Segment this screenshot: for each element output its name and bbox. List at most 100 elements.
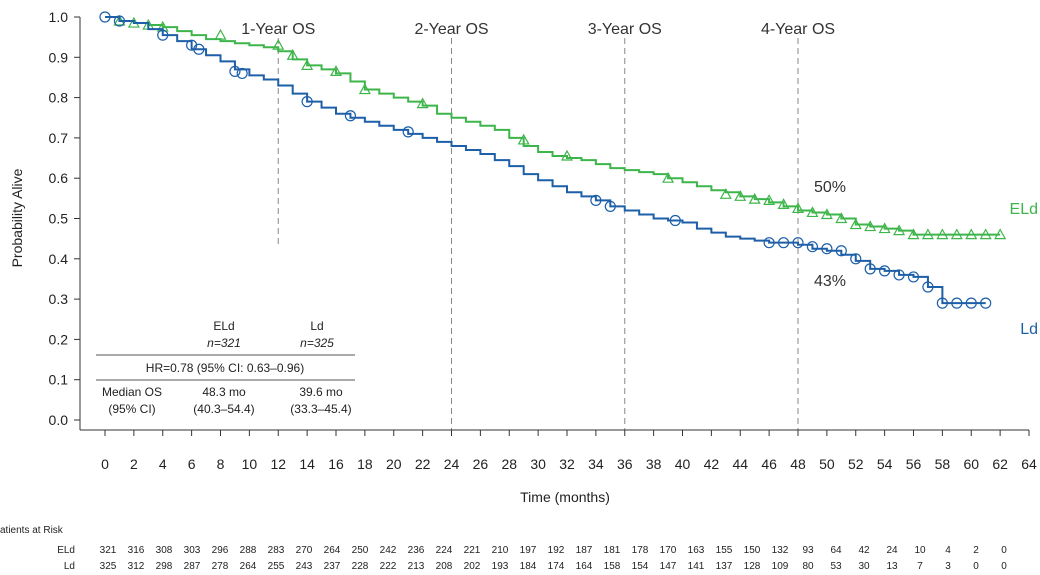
y-tick-label: 0.0 <box>49 412 69 428</box>
x-tick-label: 30 <box>530 456 546 472</box>
censor-mark-ld <box>980 297 992 309</box>
at-risk-count: 236 <box>408 545 425 556</box>
series-label-ld: Ld <box>1020 321 1038 338</box>
at-risk-count: 174 <box>548 561 565 572</box>
censor-mark-eld <box>777 198 790 209</box>
censor-mark-eld <box>734 190 747 201</box>
x-tick-label: 38 <box>646 456 662 472</box>
at-risk-count: 170 <box>660 545 677 556</box>
at-risk-count: 187 <box>576 545 593 556</box>
censor-mark-ld <box>402 126 414 138</box>
at-risk-count: 243 <box>296 561 313 572</box>
stats-row-label-1: Median OS <box>102 385 162 399</box>
stats-hr: HR=0.78 (95% CI: 0.63–0.96) <box>146 361 304 375</box>
y-axis-title: Probability Alive <box>9 168 25 267</box>
at-risk-title: atients at Risk <box>0 525 64 536</box>
x-tick-label: 60 <box>963 456 979 472</box>
y-tick-label: 0.4 <box>49 251 69 267</box>
censor-mark-eld <box>560 149 574 161</box>
censor-mark-eld <box>820 208 833 220</box>
at-risk-table: atients at Risk ELd 321 316 308 303 296 288 283… <box>0 525 1007 572</box>
at-risk-count: 3 <box>945 561 951 572</box>
censor-mark-eld <box>849 218 862 230</box>
at-risk-count: 93 <box>802 545 814 556</box>
at-risk-count: 53 <box>830 561 842 572</box>
at-risk-count: 2 <box>973 545 979 556</box>
censor-mark-ld <box>229 65 241 78</box>
percent-annotation: 50% <box>814 179 846 196</box>
x-tick-label: 34 <box>588 456 604 472</box>
censor-mark-ld <box>806 241 819 253</box>
censor-mark-ld <box>951 297 963 309</box>
censor-mark-ld <box>936 297 948 309</box>
at-risk-count: 287 <box>184 561 201 572</box>
at-risk-count: 30 <box>858 561 870 572</box>
stats-col2-n: n=325 <box>300 336 334 350</box>
at-risk-count: 137 <box>716 561 733 572</box>
x-tick-label: 50 <box>819 456 835 472</box>
y-tick-label: 0.2 <box>49 331 69 347</box>
at-risk-count: 228 <box>352 561 369 572</box>
at-risk-count: 303 <box>184 545 201 556</box>
at-risk-count: 0 <box>1001 545 1007 556</box>
stats-col1-n: n=321 <box>207 336 241 350</box>
censor-mark-ld <box>965 297 977 309</box>
x-tick-label: 58 <box>935 456 951 472</box>
at-risk-count: 264 <box>240 561 257 572</box>
censor-mark-ld <box>821 243 833 255</box>
at-risk-count: 158 <box>604 561 621 572</box>
at-risk-count: 184 <box>520 561 537 572</box>
series-label-eld: ELd <box>1010 201 1038 218</box>
stats-col2-ci: (33.3–45.4) <box>290 402 351 416</box>
at-risk-count: 221 <box>464 545 481 556</box>
at-risk-count: 213 <box>408 561 425 572</box>
x-tick-label: 20 <box>386 456 402 472</box>
censor-mark-ld <box>236 67 248 80</box>
at-risk-count: 222 <box>380 561 397 572</box>
censor-mark-eld <box>329 65 343 77</box>
x-tick-label: 10 <box>242 456 258 472</box>
censor-mark-eld <box>936 228 949 240</box>
censor-mark-ld <box>850 253 862 265</box>
at-risk-count: 64 <box>830 545 842 556</box>
censor-mark-eld <box>763 194 776 205</box>
censor-mark-ld <box>835 245 847 257</box>
stats-col1-median: 48.3 mo <box>202 385 246 399</box>
x-tick-label: 52 <box>848 456 864 472</box>
at-risk-count: 316 <box>128 545 145 556</box>
censor-mark-ld <box>864 263 876 275</box>
x-tick-label: 0 <box>101 456 109 472</box>
at-risk-count: 141 <box>688 561 705 572</box>
x-tick-label: 56 <box>906 456 922 472</box>
censor-mark-eld <box>921 228 934 240</box>
at-risk-count: 181 <box>604 545 621 556</box>
at-risk-count: 197 <box>520 545 537 556</box>
axes: 0.00.10.20.30.40.50.60.70.80.91.00 2 4 6 8 10… <box>49 9 1037 472</box>
x-tick-label: 62 <box>992 456 1008 472</box>
x-tick-label: 54 <box>877 456 893 472</box>
censor-mark-ld <box>792 237 804 249</box>
at-risk-count: 193 <box>492 561 509 572</box>
x-tick-label: 2 <box>130 456 138 472</box>
censor-mark-ld <box>113 15 126 27</box>
at-risk-count: 164 <box>576 561 593 572</box>
x-tick-label: 6 <box>188 456 196 472</box>
annotations: 50% 43% <box>814 179 846 290</box>
at-risk-count: 242 <box>380 545 397 556</box>
at-risk-count: 255 <box>268 561 285 572</box>
x-tick-label: 4 <box>159 456 167 472</box>
at-risk-count: 0 <box>973 561 979 572</box>
at-risk-count: 154 <box>632 561 649 572</box>
ref-line-label: 1-Year OS <box>241 21 315 38</box>
censor-mark-eld <box>878 222 891 234</box>
x-tick-label: 40 <box>675 456 691 472</box>
ref-line-label: 3-Year OS <box>588 21 662 38</box>
x-axis-title: Time (months) <box>520 489 610 505</box>
at-risk-count: 0 <box>1001 561 1007 572</box>
at-risk-row-label: ELd <box>57 545 75 556</box>
at-risk-count: 210 <box>492 545 509 556</box>
censor-mark-ld <box>193 43 205 55</box>
censor-mark-ld <box>879 265 891 277</box>
at-risk-count: 24 <box>886 545 898 556</box>
